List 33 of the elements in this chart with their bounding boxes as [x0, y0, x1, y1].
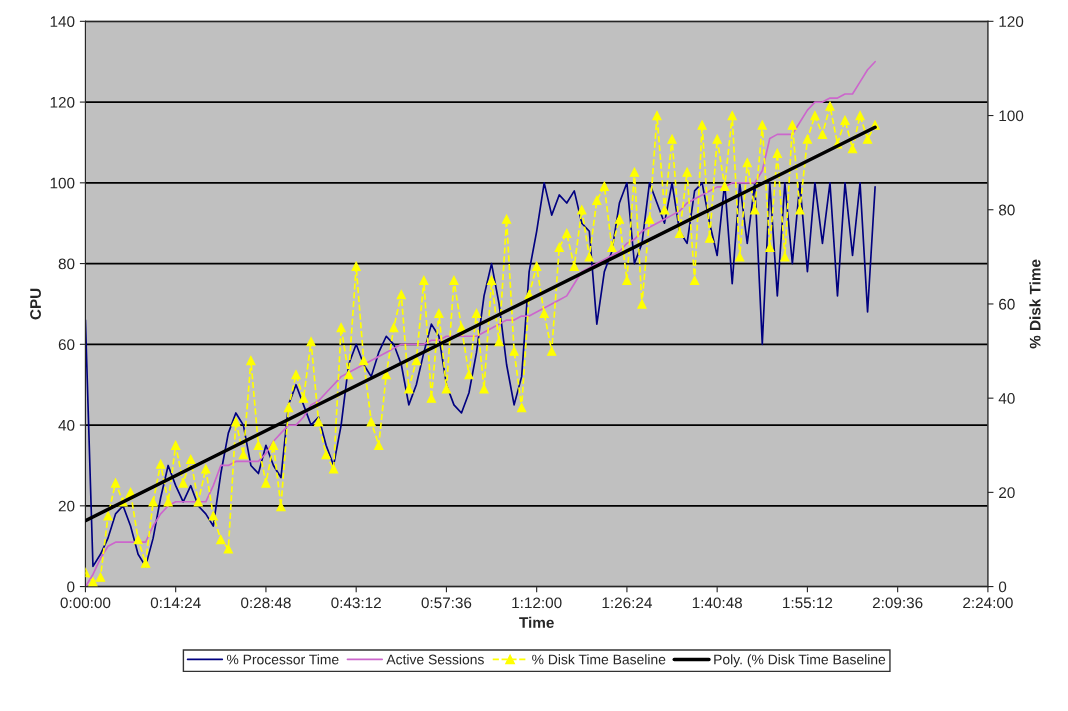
x-axis-title: Time [519, 616, 554, 629]
legend-label: % Disk Time Baseline [532, 654, 666, 665]
x-tick-label: 0:00:00 [60, 597, 111, 609]
y-tick-label: 40 [58, 419, 75, 431]
x-tick-label: 0:43:12 [331, 597, 381, 609]
y2-tick-label: 20 [999, 487, 1015, 499]
y2-tick-label: 60 [999, 298, 1015, 310]
x-tick-label: 0:28:48 [241, 597, 291, 609]
y2-tick-label: 100 [999, 110, 1024, 122]
y2-tick-label: 0 [998, 581, 1007, 593]
y-tick-label: 20 [58, 500, 75, 512]
x-tick-label: 0:14:24 [150, 597, 201, 609]
x-tick-label: 0:57:36 [421, 597, 472, 609]
y-tick-label: 60 [58, 339, 75, 351]
y2-tick-label: 80 [998, 204, 1015, 216]
x-tick-label: 1:55:12 [783, 597, 833, 609]
y-tick-label: 120 [50, 96, 75, 108]
x-tick-label: 1:12:00 [512, 597, 562, 609]
y2-tick-label: 120 [999, 16, 1024, 28]
y2-axis-title: % Disk Time [1029, 259, 1041, 349]
y-tick-label: 0 [67, 581, 75, 593]
y-tick-label: 140 [50, 16, 75, 28]
y-tick-label: 100 [50, 177, 75, 189]
legend-label: Active Sessions [386, 654, 484, 665]
x-tick-label: 1:26:24 [602, 597, 652, 609]
x-tick-label: 2:09:36 [872, 597, 923, 609]
x-tick-label: 1:40:48 [692, 597, 742, 609]
x-tick-label: 2:24:00 [963, 597, 1013, 609]
legend-label: % Processor Time [226, 654, 339, 665]
y-axis-title: CPU [30, 288, 41, 320]
y-tick-label: 80 [58, 258, 75, 270]
legend-label: Poly. (% Disk Time Baseline [714, 654, 886, 668]
y2-tick-label: 40 [998, 393, 1015, 404]
